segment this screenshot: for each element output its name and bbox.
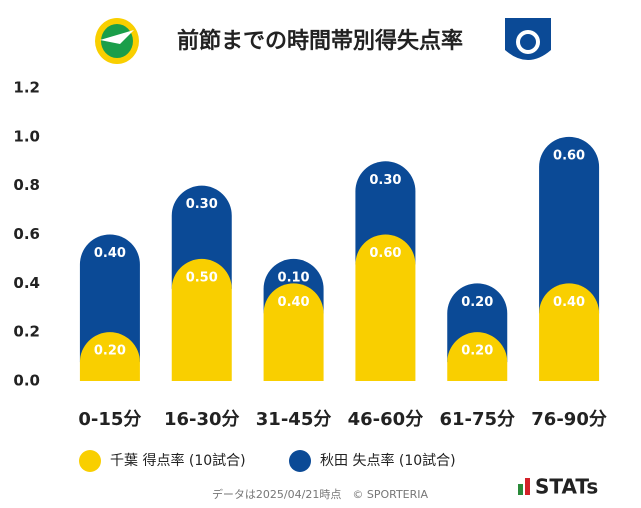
- footnote: データは2025/04/21時点 © SPORTERIA: [212, 487, 429, 501]
- data-label: 0.20: [461, 344, 493, 359]
- data-label: 0.60: [369, 246, 401, 261]
- x-tick-label: 0-15分: [78, 409, 141, 430]
- data-label: 0.40: [278, 295, 310, 310]
- data-label: 0.30: [369, 173, 401, 188]
- y-tick-label: 0.8: [13, 176, 40, 194]
- data-label: 0.20: [94, 344, 126, 359]
- brand-icon: [518, 484, 523, 495]
- bar-segment: [79, 234, 140, 363]
- y-tick-label: 1.2: [13, 79, 40, 97]
- bar-segment: [539, 136, 600, 314]
- brand: STATs: [535, 475, 598, 499]
- legend-marker: [289, 450, 311, 472]
- data-label: 0.50: [186, 270, 218, 285]
- x-tick-label: 31-45分: [256, 409, 332, 430]
- data-label: 0.40: [553, 295, 585, 310]
- data-label: 0.60: [553, 148, 585, 163]
- x-tick-label: 46-60分: [348, 409, 424, 430]
- y-tick-label: 0.0: [13, 372, 40, 390]
- y-tick-label: 1.0: [13, 127, 40, 145]
- logo-shape: [520, 34, 536, 50]
- data-label: 0.10: [278, 270, 310, 285]
- data-label: 0.20: [461, 295, 493, 310]
- y-tick-label: 0.2: [13, 323, 40, 341]
- bar-segment: [539, 283, 600, 381]
- legend-marker: [79, 450, 101, 472]
- y-tick-label: 0.6: [13, 225, 40, 243]
- x-tick-label: 16-30分: [164, 409, 240, 430]
- bar-segment: [79, 332, 140, 381]
- legend-label: 千葉 得点率 (10試合): [110, 452, 246, 469]
- chart-title: 前節までの時間帯別得失点率: [177, 28, 463, 54]
- bar-segment: [447, 332, 508, 381]
- brand-icon: [525, 478, 530, 495]
- y-tick-label: 0.4: [13, 274, 40, 292]
- x-tick-label: 76-90分: [531, 409, 607, 430]
- bar-segment: [171, 258, 232, 381]
- x-tick-label: 61-75分: [439, 409, 515, 430]
- home-logo: [95, 18, 139, 64]
- data-label: 0.30: [186, 197, 218, 212]
- away-logo: [505, 18, 551, 60]
- bar-segment: [263, 283, 324, 381]
- logo-shape: [100, 30, 134, 44]
- bar-segment: [355, 234, 416, 381]
- data-label: 0.40: [94, 246, 126, 261]
- legend-label: 秋田 失点率 (10試合): [320, 452, 456, 469]
